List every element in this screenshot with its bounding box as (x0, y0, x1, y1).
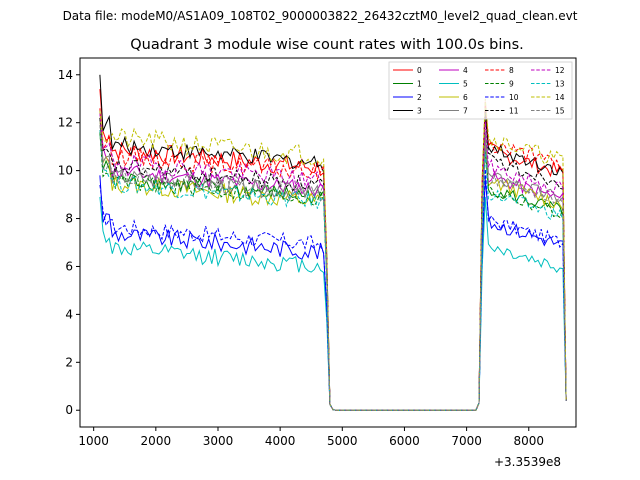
legend-label: 2 (417, 93, 422, 102)
series-line-4 (99, 110, 567, 411)
x-tick-label: 8000 (513, 434, 544, 448)
series-line-10 (99, 169, 567, 411)
plot-frame (79, 57, 577, 428)
legend-label: 0 (417, 66, 422, 75)
series-line-15 (99, 125, 567, 411)
series-line-3 (99, 74, 567, 411)
legend-label: 15 (555, 107, 565, 116)
series-line-14 (99, 98, 567, 411)
y-tick-label: 14 (58, 68, 73, 82)
legend-label: 8 (509, 66, 514, 75)
y-tick-label: 8 (65, 212, 73, 226)
legend-label: 13 (555, 80, 565, 89)
y-tick-label: 12 (58, 116, 73, 130)
legend-box (388, 61, 573, 120)
series-line-2 (99, 175, 567, 411)
x-tick-label: 6000 (389, 434, 420, 448)
legend-label: 5 (463, 80, 468, 89)
y-tick-label: 10 (58, 164, 73, 178)
legend-label: 10 (509, 93, 519, 102)
series-line-11 (99, 111, 567, 411)
y-tick-label: 6 (65, 259, 73, 273)
legend-label: 6 (463, 93, 468, 102)
x-tick-label: 4000 (265, 434, 296, 448)
y-axis-ticks: 0 2 4 6 8 10 12 14 (58, 68, 80, 417)
x-axis-ticks: 1000 2000 3000 4000 5000 6000 7000 8000 (78, 427, 544, 448)
legend-label: 12 (555, 66, 565, 75)
x-tick-label: 3000 (203, 434, 234, 448)
plot-lines (99, 74, 567, 411)
x-tick-label: 7000 (451, 434, 482, 448)
x-offset-label: +3.3539e8 (494, 455, 561, 469)
x-tick-label: 5000 (327, 434, 358, 448)
legend-label: 11 (509, 107, 519, 116)
legend-label: 14 (555, 93, 565, 102)
legend-label: 1 (417, 80, 422, 89)
chart-title: Quadrant 3 module wise count rates with … (130, 37, 524, 53)
series-line-12 (99, 113, 567, 411)
legend-label: 3 (417, 107, 422, 116)
y-tick-label: 2 (65, 355, 73, 369)
x-tick-label: 2000 (141, 434, 172, 448)
y-tick-label: 4 (65, 307, 73, 321)
x-tick-label: 1000 (78, 434, 109, 448)
legend-label: 9 (509, 80, 514, 89)
y-tick-label: 0 (65, 403, 73, 417)
legend-label: 4 (463, 66, 468, 75)
series-line-5 (99, 196, 567, 411)
data-file-label: Data file: modeM0/AS1A09_108T02_90000038… (63, 9, 578, 23)
legend-label: 7 (463, 107, 468, 116)
